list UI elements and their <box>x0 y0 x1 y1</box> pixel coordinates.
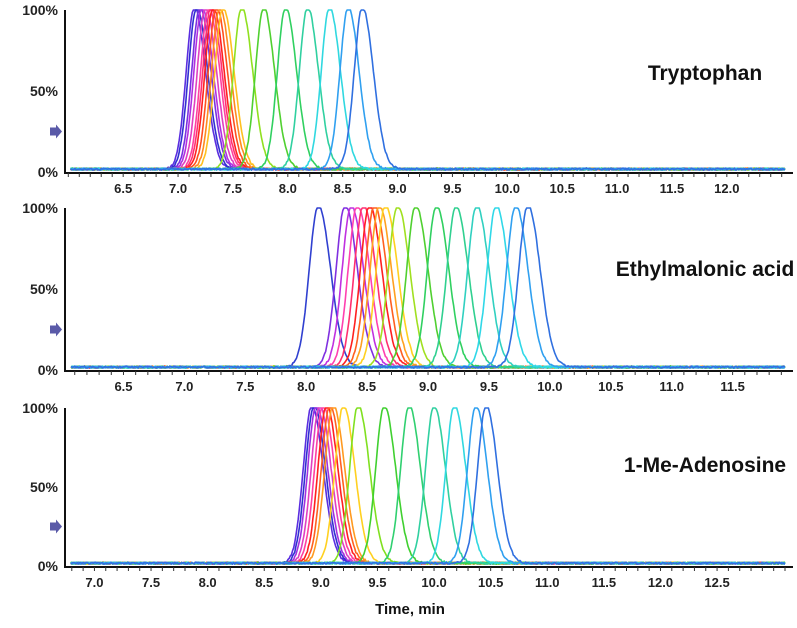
y-tick-label: 100% <box>22 2 58 18</box>
y-tick-label: 50% <box>30 281 59 297</box>
panel-title: Tryptophan <box>648 62 762 85</box>
chromatogram-trace <box>70 207 786 369</box>
chromatogram-trace <box>70 407 786 565</box>
chromatogram-trace <box>70 207 786 369</box>
chart-panel-1: 100% 50% 0% 6.5 7.0 7.5 8.0 8.5 9.0 9.5 10.0 10.5 11… <box>22 2 793 196</box>
y-tick-label: 100% <box>22 400 58 416</box>
chromatogram-trace <box>70 9 786 171</box>
y-tick-label: 100% <box>22 200 58 216</box>
x-tick-label: 11.5 <box>660 181 685 196</box>
x-tick-label: 10.0 <box>495 181 520 196</box>
x-tick-label: 10.0 <box>421 575 446 590</box>
x-tick-label: 11.0 <box>659 379 684 394</box>
chromatogram-trace <box>70 207 786 369</box>
x-tick-label: 12.5 <box>704 575 729 590</box>
chromatogram-trace <box>70 407 785 565</box>
chromatogram-trace <box>70 207 786 369</box>
x-tick-label: 6.5 <box>114 379 132 394</box>
chromatogram-trace <box>70 207 786 369</box>
x-tick-label: 9.5 <box>480 379 498 394</box>
chromatogram-trace <box>70 407 786 565</box>
x-tick-label: 10.5 <box>550 181 575 196</box>
chromatogram-trace <box>70 207 786 369</box>
threshold-arrow-icon <box>50 519 62 534</box>
x-tick-label: 7.5 <box>236 379 254 394</box>
chromatogram-trace <box>70 407 786 565</box>
x-tick-label: 11.5 <box>592 575 617 590</box>
x-tick-label: 8.5 <box>334 181 352 196</box>
chromatogram-trace <box>71 207 786 369</box>
chromatogram-trace <box>69 9 786 171</box>
chromatogram-trace <box>70 207 786 369</box>
x-tick-label: 7.5 <box>224 181 242 196</box>
chromatogram-trace <box>70 207 786 369</box>
y-tick-label: 50% <box>30 479 59 495</box>
x-tick-label: 9.0 <box>389 181 407 196</box>
x-tick-label: 10.0 <box>537 379 562 394</box>
chart-panel-2: 100% 50% 0% 6.5 7.0 7.5 8.0 8.5 9.0 9.5 10.0 10.5 11… <box>22 200 794 394</box>
x-axis-title: Time, min <box>375 601 445 618</box>
chromatogram-trace <box>70 207 786 369</box>
x-tick-label: 8.0 <box>199 575 217 590</box>
chromatogram-trace <box>70 407 786 565</box>
x-tick-label: 11.0 <box>535 575 560 590</box>
chromatogram-trace <box>70 407 786 565</box>
x-tick-label: 7.0 <box>175 379 193 394</box>
y-tick-label: 0% <box>38 362 59 378</box>
chromatogram-trace <box>70 407 786 565</box>
x-tick-label: 8.0 <box>297 379 315 394</box>
chromatogram-trace <box>70 207 786 369</box>
x-tick-label: 10.5 <box>598 379 623 394</box>
x-tick-label: 7.0 <box>85 575 103 590</box>
chromatogram-trace <box>70 407 786 565</box>
chromatogram-trace <box>70 407 786 565</box>
x-tick-label: 9.0 <box>312 575 330 590</box>
x-tick-label: 9.5 <box>368 575 386 590</box>
x-tick-label: 9.0 <box>419 379 437 394</box>
threshold-arrow-icon <box>50 322 62 337</box>
chromatogram-trace <box>70 207 786 369</box>
chromatogram-trace <box>70 407 786 565</box>
panel-title: 1-Me-Adenosine <box>624 454 786 477</box>
x-tick-label: 11.5 <box>720 379 745 394</box>
y-tick-label: 50% <box>30 83 59 99</box>
y-tick-label: 0% <box>38 164 59 180</box>
chromatogram-trace <box>70 407 786 565</box>
panel-title: Ethylmalonic acid <box>616 258 795 281</box>
threshold-arrow-icon <box>50 124 62 139</box>
chromatogram-trace <box>70 207 785 369</box>
chromatogram-trace <box>70 407 786 565</box>
x-tick-label: 8.5 <box>255 575 273 590</box>
chromatogram-trace <box>70 407 786 565</box>
x-tick-label: 10.5 <box>478 575 503 590</box>
chromatogram-trace <box>70 207 786 369</box>
y-tick-label: 0% <box>38 558 59 574</box>
chromatogram-trace <box>70 407 786 565</box>
x-tick-label: 7.5 <box>142 575 160 590</box>
chromatogram-trace <box>71 207 786 369</box>
x-tick-label: 8.5 <box>358 379 376 394</box>
chart-panel-3: 100% 50% 0% 7.0 7.5 8.0 8.5 9.0 9.5 10.0 10.5 11.0 1… <box>22 400 793 618</box>
x-tick-label: 11.0 <box>605 181 630 196</box>
chromatogram-trace <box>70 207 786 369</box>
chromatogram-trace <box>70 207 786 369</box>
chromatogram-trace <box>70 407 786 565</box>
x-tick-label: 9.5 <box>443 181 461 196</box>
x-tick-label: 7.0 <box>169 181 187 196</box>
x-tick-label: 12.0 <box>714 181 739 196</box>
x-tick-label: 12.0 <box>648 575 673 590</box>
x-tick-label: 8.0 <box>279 181 297 196</box>
chromatogram-trace <box>70 407 786 565</box>
x-tick-label: 6.5 <box>114 181 132 196</box>
